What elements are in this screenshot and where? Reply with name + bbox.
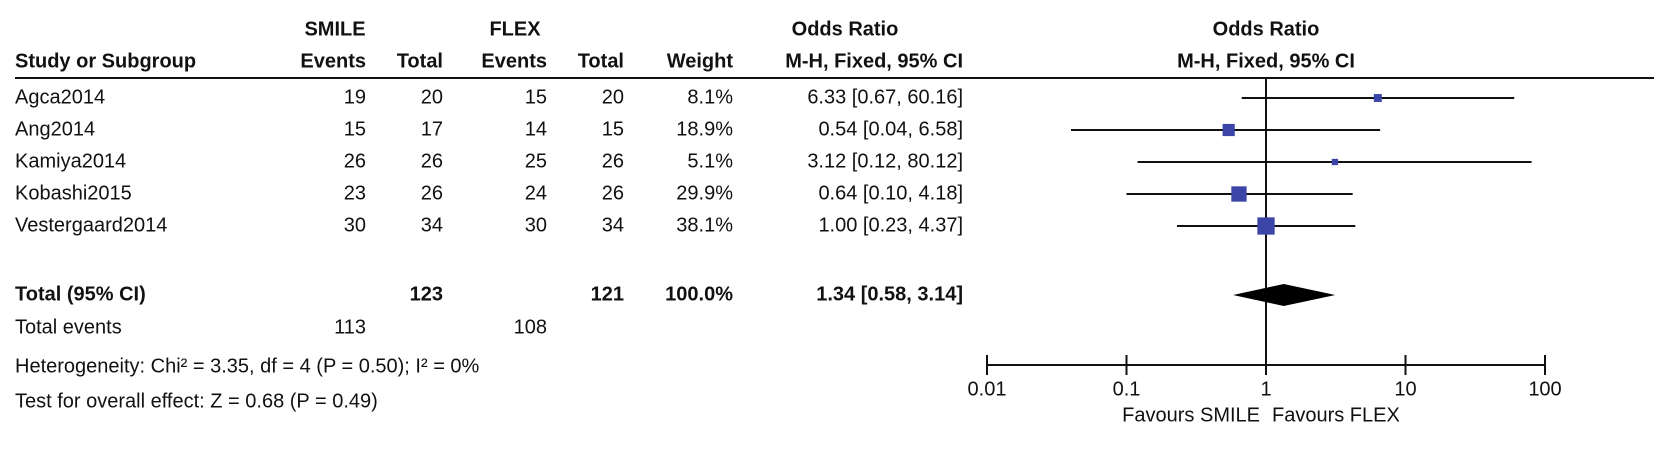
odds-ratio: 0.54 [0.04, 6.58] — [818, 118, 963, 140]
study-name: Ang2014 — [15, 118, 95, 140]
x-tick-label: 0.01 — [968, 378, 1007, 400]
smile-total: 26 — [421, 182, 443, 204]
flex-events: 25 — [525, 150, 547, 172]
column-header: Events — [481, 50, 547, 72]
x-tick-label: 1 — [1260, 378, 1271, 400]
flex-total: 20 — [602, 86, 624, 108]
smile-events: 15 — [344, 118, 366, 140]
total-smile: 123 — [410, 283, 443, 305]
study-name: Kamiya2014 — [15, 150, 126, 172]
odds-ratio: 3.12 [0.12, 80.12] — [807, 150, 963, 172]
total-or: 1.34 [0.58, 3.14] — [816, 283, 963, 305]
flex-total: 26 — [602, 182, 624, 204]
heterogeneity: Heterogeneity: Chi² = 3.35, df = 4 (P = … — [15, 355, 480, 377]
flex-events: 24 — [525, 182, 547, 204]
weight: 5.1% — [687, 150, 733, 172]
odds-ratio: 6.33 [0.67, 60.16] — [807, 86, 963, 108]
smile-events: 26 — [344, 150, 366, 172]
group-header: FLEX — [489, 18, 541, 40]
odds-ratio: 1.00 [0.23, 4.37] — [818, 214, 963, 236]
x-tick-label: 10 — [1394, 378, 1416, 400]
smile-total: 17 — [421, 118, 443, 140]
total-events-label: Total events — [15, 316, 122, 338]
total-weight: 100.0% — [665, 283, 733, 305]
column-header: Study or Subgroup — [15, 50, 196, 72]
study-name: Agca2014 — [15, 86, 105, 108]
weight: 29.9% — [676, 182, 733, 204]
column-header: Weight — [667, 50, 734, 72]
smile-events: 19 — [344, 86, 366, 108]
total-events-flex: 108 — [514, 316, 547, 338]
total-flex: 121 — [591, 283, 624, 305]
column-header: Events — [300, 50, 366, 72]
column-header: Total — [397, 50, 443, 72]
x-tick-label: 0.1 — [1113, 378, 1141, 400]
group-header: SMILE — [304, 18, 365, 40]
overall-effect: Test for overall effect: Z = 0.68 (P = 0… — [15, 390, 378, 412]
column-header: M-H, Fixed, 95% CI — [785, 50, 963, 72]
effect-square — [1331, 158, 1339, 166]
group-header: Odds Ratio — [792, 18, 899, 40]
column-header: Total — [578, 50, 624, 72]
weight: 8.1% — [687, 86, 733, 108]
effect-square — [1257, 217, 1275, 235]
x-label-left: Favours SMILE — [1122, 404, 1260, 426]
study-name: Kobashi2015 — [15, 182, 132, 204]
odds-ratio: 0.64 [0.10, 4.18] — [818, 182, 963, 204]
total-label: Total (95% CI) — [15, 283, 146, 305]
effect-square — [1222, 123, 1235, 137]
study-name: Vestergaard2014 — [15, 214, 167, 236]
flex-total: 15 — [602, 118, 624, 140]
smile-total: 20 — [421, 86, 443, 108]
effect-square — [1373, 94, 1382, 102]
weight: 38.1% — [676, 214, 733, 236]
flex-events: 30 — [525, 214, 547, 236]
flex-events: 14 — [525, 118, 547, 140]
summary-diamond — [1232, 284, 1336, 306]
smile-total: 34 — [421, 214, 443, 236]
flex-total: 34 — [602, 214, 624, 236]
plot-title: Odds Ratio — [1213, 18, 1320, 40]
total-events-smile: 113 — [334, 316, 366, 338]
x-label-right: Favours FLEX — [1272, 404, 1400, 426]
x-tick-label: 100 — [1528, 378, 1561, 400]
plot-subtitle: M-H, Fixed, 95% CI — [1177, 50, 1355, 72]
smile-events: 30 — [344, 214, 366, 236]
smile-events: 23 — [344, 182, 366, 204]
weight: 18.9% — [676, 118, 733, 140]
flex-events: 15 — [525, 86, 547, 108]
effect-square — [1231, 186, 1247, 202]
smile-total: 26 — [421, 150, 443, 172]
flex-total: 26 — [602, 150, 624, 172]
